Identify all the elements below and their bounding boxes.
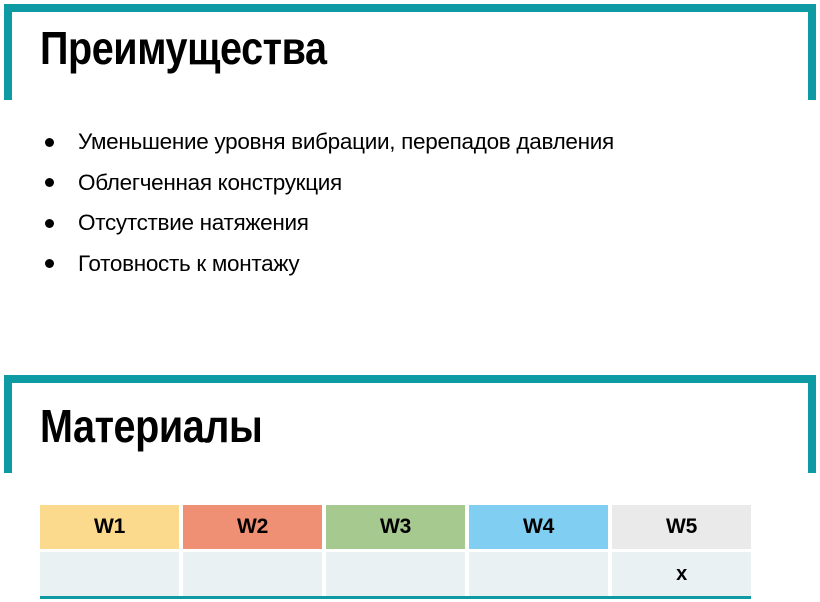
table-header-cell-w2: W2 <box>183 505 322 549</box>
table-bottom-rule <box>40 596 751 599</box>
materials-table-header-row: W1 W2 W3 W4 W5 <box>40 505 751 549</box>
bullet-dot-icon <box>45 178 54 188</box>
bullet-item: Уменьшение уровня вибрации, перепадов да… <box>40 122 614 163</box>
materials-title: Материалы <box>40 400 263 452</box>
table-cell-w4 <box>469 552 608 596</box>
table-row: x <box>40 552 751 596</box>
materials-table: W1 W2 W3 W4 W5 x <box>40 505 751 599</box>
advantages-title: Преимущества <box>40 22 327 74</box>
materials-frame-border <box>4 375 816 473</box>
bullet-text: Уменьшение уровня вибрации, перепадов да… <box>78 129 614 155</box>
table-header-cell-w5: W5 <box>612 505 751 549</box>
bullet-text: Облегченная конструкция <box>78 169 342 195</box>
table-cell-w2 <box>183 552 322 596</box>
bullet-text: Отсутствие натяжения <box>78 210 309 236</box>
bullet-text: Готовность к монтажу <box>78 250 300 276</box>
table-cell-w1 <box>40 552 179 596</box>
table-header-cell-w3: W3 <box>326 505 465 549</box>
table-header-cell-w1: W1 <box>40 505 179 549</box>
bullet-item: Готовность к монтажу <box>40 244 614 285</box>
bullet-item: Отсутствие натяжения <box>40 203 614 244</box>
bullet-item: Облегченная конструкция <box>40 163 614 204</box>
bullet-dot-icon <box>45 137 54 147</box>
advantages-bullet-list: Уменьшение уровня вибрации, перепадов да… <box>40 122 614 284</box>
table-cell-w5: x <box>612 552 751 596</box>
table-cell-w3 <box>326 552 465 596</box>
table-header-cell-w4: W4 <box>469 505 608 549</box>
bullet-dot-icon <box>45 218 54 228</box>
advantages-frame-border <box>4 4 816 100</box>
bullet-dot-icon <box>45 259 54 269</box>
